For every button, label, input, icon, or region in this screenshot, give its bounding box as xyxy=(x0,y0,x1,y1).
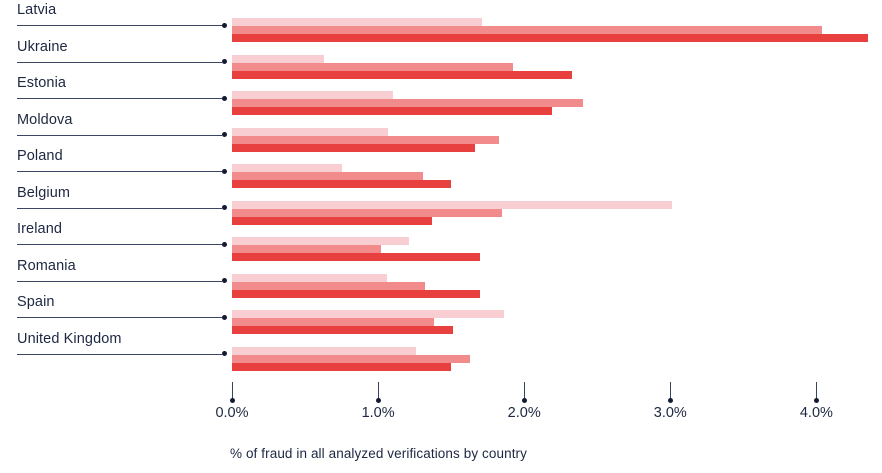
leader-dot xyxy=(222,241,227,247)
axis-tick-dot xyxy=(230,398,235,403)
chart-row: Latvia xyxy=(0,2,882,50)
bar-segment xyxy=(232,281,425,290)
bar-segment xyxy=(232,237,409,245)
bar-segment xyxy=(232,164,342,172)
bar-segment xyxy=(232,180,452,188)
bar-segment xyxy=(232,127,389,136)
chart-row: Belgium xyxy=(0,185,882,233)
bar-segment xyxy=(232,245,382,253)
axis-tick-mark xyxy=(816,382,818,400)
bar-segment xyxy=(232,208,503,217)
x-axis: 0.0% 1.0% 2.0% 3.0% 4.0% xyxy=(0,382,882,422)
axis-tick-dot xyxy=(668,398,674,403)
leader-line xyxy=(17,244,222,245)
category-label: Estonia xyxy=(17,75,67,91)
bar-segment xyxy=(232,26,823,34)
chart-row: Spain xyxy=(0,294,882,342)
bar-segment xyxy=(232,135,500,144)
leader-line xyxy=(17,171,222,172)
category-label: Latvia xyxy=(17,2,57,18)
category-label: Belgium xyxy=(17,184,71,201)
leader-dot xyxy=(222,132,227,137)
bar-segment xyxy=(232,318,434,326)
axis-tick-label: 2.0% xyxy=(507,405,541,421)
leader-line xyxy=(17,317,222,318)
leader-line xyxy=(17,280,222,282)
chart-caption: % of fraud in all analyzed verifications… xyxy=(230,446,527,461)
bar-segment xyxy=(232,200,672,209)
chart-row: Moldova xyxy=(0,112,882,160)
category-label: Ireland xyxy=(17,221,63,237)
leader-dot xyxy=(222,278,227,283)
bar-segment xyxy=(232,54,325,63)
axis-tick-mark xyxy=(378,382,380,400)
bar-segment xyxy=(232,354,471,363)
leader-dot xyxy=(222,95,227,101)
axis-tick-mark xyxy=(232,382,233,400)
category-label: Moldova xyxy=(17,111,73,128)
leader-line xyxy=(17,353,222,355)
leader-line xyxy=(17,25,222,26)
bar-segment xyxy=(232,143,475,152)
bar-segment xyxy=(232,34,868,42)
chart-row: United Kingdom xyxy=(0,331,882,379)
category-label: Ukraine xyxy=(17,38,68,55)
bar-segment xyxy=(232,62,513,71)
bar-segment xyxy=(232,362,452,371)
leader-dot xyxy=(222,59,227,64)
bar-segment xyxy=(232,107,552,115)
chart-row: Estonia xyxy=(0,75,882,123)
leader-dot xyxy=(222,351,227,356)
leader-dot xyxy=(222,314,227,320)
axis-tick-label: 1.0% xyxy=(361,405,395,421)
bar-segment xyxy=(232,273,387,282)
axis-tick-label: 0.0% xyxy=(215,405,249,421)
chart-row: Ireland xyxy=(0,221,882,269)
leader-line xyxy=(17,61,222,63)
bar-segment xyxy=(232,346,417,355)
bar-segment xyxy=(232,70,573,79)
leader-line xyxy=(17,134,222,136)
bar-segment xyxy=(232,253,481,261)
bar-segment xyxy=(232,326,453,334)
bar-segment xyxy=(232,172,424,180)
axis-tick-dot xyxy=(522,398,528,403)
leader-dot xyxy=(222,168,227,174)
axis-tick-label: 4.0% xyxy=(799,405,833,421)
axis-tick-dot xyxy=(814,398,820,403)
bar-segment xyxy=(232,310,504,318)
chart-row: Romania xyxy=(0,258,882,306)
axis-tick-dot xyxy=(376,398,382,403)
leader-line xyxy=(17,207,222,209)
leader-line xyxy=(17,98,222,99)
axis-tick-mark xyxy=(670,382,672,400)
bar-segment xyxy=(232,289,481,298)
leader-dot xyxy=(222,205,227,210)
category-label: Spain xyxy=(17,294,55,310)
category-label: United Kingdom xyxy=(17,330,122,347)
category-label: Poland xyxy=(17,148,63,164)
bar-segment xyxy=(232,18,482,26)
category-label: Romania xyxy=(17,257,76,274)
axis-tick-label: 3.0% xyxy=(653,405,687,421)
bar-segment xyxy=(232,99,583,107)
axis-tick-mark xyxy=(524,382,526,400)
leader-dot xyxy=(222,22,227,28)
bar-segment xyxy=(232,91,393,99)
chart-row: Poland xyxy=(0,148,882,196)
chart-row: Ukraine xyxy=(0,39,882,87)
bar-segment xyxy=(232,216,433,225)
